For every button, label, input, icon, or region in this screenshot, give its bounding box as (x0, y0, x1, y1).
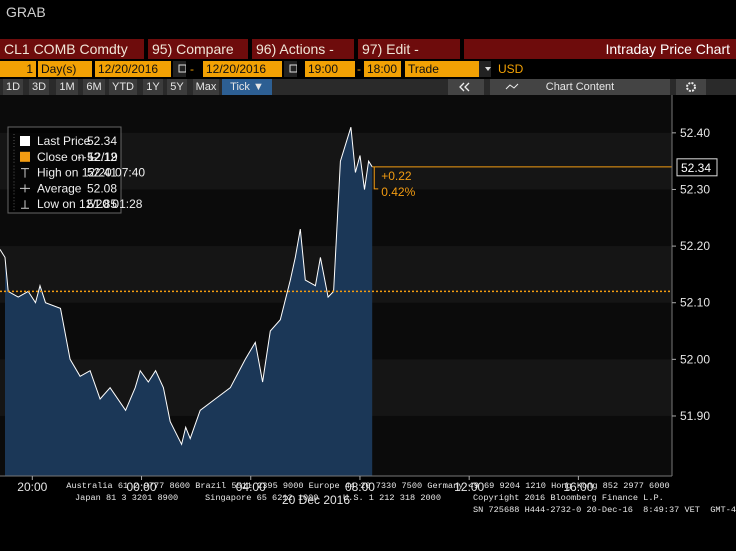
range-button[interactable]: 3D (29, 79, 49, 95)
y-tick-label: 52.30 (680, 182, 710, 196)
x-tick-label: 08:00 (345, 480, 375, 494)
currency: USD (498, 62, 524, 76)
menu-button[interactable]: 96) Actions - (252, 39, 354, 59)
y-tick-label: 52.00 (680, 352, 710, 366)
chart: +0.22 0.42% 51.90 52.00 52.10 52.20 52.30 52.40… (0, 95, 736, 515)
range-button[interactable]: 1D (3, 79, 23, 95)
x-tick-label: 20:00 (17, 480, 47, 494)
range-button[interactable]: 1M (56, 79, 78, 95)
function-title: Intraday Price Chart (464, 39, 736, 59)
y-tick-label: 52.20 (680, 239, 710, 253)
menu-button[interactable]: 95) Compare (148, 39, 248, 59)
last-price-box (676, 158, 718, 177)
y-tick-label: 51.90 (680, 409, 710, 423)
legend-icon (21, 200, 29, 209)
legend-icon (21, 168, 29, 178)
y-tick-label: 52.40 (680, 126, 710, 140)
chevron-shape (459, 82, 470, 92)
footer-text: Singapore 65 6212 1000 (205, 493, 318, 503)
dropdown-arrow[interactable] (479, 61, 491, 77)
start-date[interactable]: 12/20/2016 (95, 61, 171, 77)
legend-value: 52.41 (87, 166, 117, 180)
x-tick-label: 04:00 (236, 480, 266, 494)
legend-label: Average (37, 181, 82, 195)
chart-content-label: Chart Content (545, 81, 615, 93)
x-date-label: 20 Dec 2016 (282, 493, 350, 507)
end-time[interactable]: 18:00 (364, 61, 401, 77)
calendar-glyph (289, 64, 297, 73)
range-button[interactable]: 5Y (167, 79, 187, 95)
legend-value: 52.08 (87, 181, 117, 195)
legend-swatch (20, 151, 30, 162)
legend-label: High on 12/20 07:40 (37, 166, 145, 180)
legend-value: 52.34 (87, 134, 117, 148)
price-line (0, 127, 373, 446)
period-unit[interactable]: Day(s) (38, 61, 92, 77)
dots-shape (505, 83, 519, 90)
dots-glyph (505, 83, 519, 90)
calendar-shape (178, 64, 186, 73)
start-time[interactable]: 19:00 (305, 61, 355, 77)
range-button[interactable]: Max (193, 79, 219, 95)
chevron-glyph (459, 82, 470, 92)
arrow-shape (485, 67, 491, 71)
change-annotation: +0.22 (381, 169, 412, 183)
footer-text: Japan 81 3 3201 8900 (75, 493, 178, 503)
time-separator: - (357, 62, 361, 76)
footer-text: Copyright 2016 Bloomberg Finance L.P. (473, 493, 664, 503)
change-annotation: 0.42% (381, 185, 415, 199)
security-field[interactable]: CL1 COMB Comdty (0, 39, 144, 59)
menu-button[interactable]: 97) Edit - (358, 39, 460, 59)
calendar-icon[interactable] (173, 61, 186, 77)
collapse-button[interactable] (448, 79, 484, 95)
x-tick-label: 16:00 (563, 480, 593, 494)
calendar-icon[interactable] (284, 61, 297, 77)
end-date[interactable]: 12/20/2016 (203, 61, 282, 77)
legend-label: Close on 12/19 (37, 150, 118, 164)
footer-text: SN 725688 H444-2732-0 20-Dec-16 8:49:37 … (473, 505, 736, 515)
range-button[interactable]: YTD (109, 79, 137, 95)
y-tick-label: 52.10 (680, 296, 710, 310)
range-button[interactable]: 1Y (143, 79, 163, 95)
calendar-shape (289, 64, 297, 73)
gear-glyph (686, 82, 696, 92)
legend-value: 51.85 (87, 197, 117, 211)
period-field[interactable]: 1 (0, 61, 36, 77)
range-button[interactable]: 6M (83, 79, 105, 95)
last-price-label: 52.34 (681, 161, 711, 175)
arrow-glyph (485, 67, 491, 71)
x-tick-label: 00:00 (127, 480, 157, 494)
x-tick-label: 12:00 (454, 480, 484, 494)
footer-text: Australia 61 2 9777 8600 Brazil 5511 239… (66, 481, 669, 491)
legend-value: 52.12 (87, 150, 117, 164)
chart-content-button[interactable]: Chart Content (490, 79, 670, 95)
legend-label: Last Price (37, 134, 91, 148)
date-separator: - (190, 62, 194, 76)
gear-shape (686, 82, 696, 92)
settings-button[interactable] (676, 79, 706, 95)
legend-label: Low on 12/20 01:28 (37, 197, 143, 211)
price-area (5, 127, 373, 476)
range-button[interactable]: Tick ▼ (222, 79, 272, 95)
calendar-glyph (178, 64, 186, 73)
change-bracket (373, 166, 379, 190)
legend-swatch (20, 136, 30, 146)
window-title: GRAB (6, 4, 46, 20)
footer-text: U.S. 1 212 318 2000 (343, 493, 441, 503)
field-select[interactable]: Trade (405, 61, 479, 77)
legend-icon (20, 184, 30, 193)
